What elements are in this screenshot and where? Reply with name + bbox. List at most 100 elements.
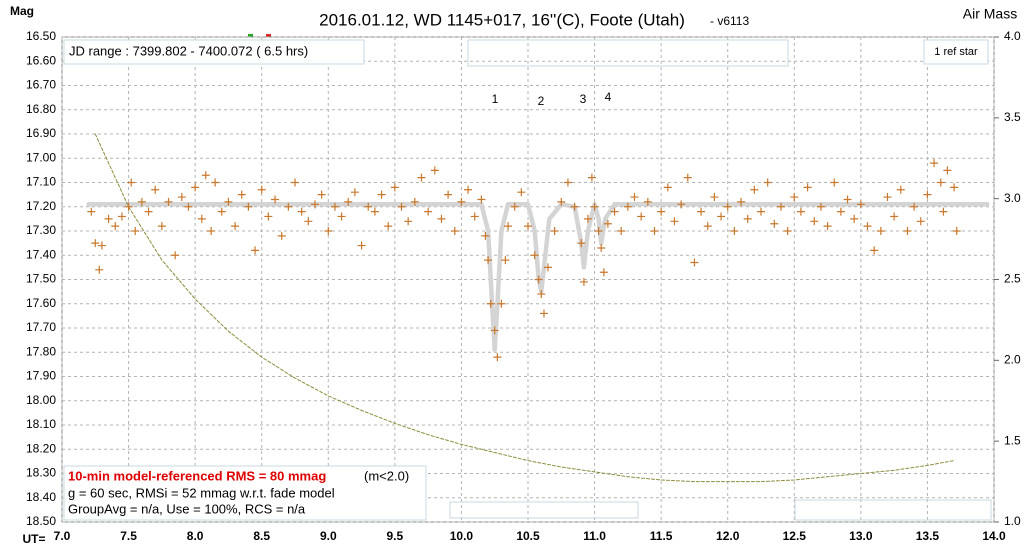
data-point	[730, 227, 739, 235]
data-point	[284, 202, 293, 211]
data-point	[450, 227, 459, 235]
x-tick-label: 7.5	[120, 529, 137, 543]
data-point	[856, 200, 865, 209]
data-point	[577, 239, 586, 248]
y-tick-label: 18.10	[26, 417, 56, 431]
y-tick-label: 17.60	[26, 296, 56, 310]
data-point	[370, 207, 379, 216]
data-point	[870, 246, 879, 255]
y-tick-label: 16.60	[26, 53, 56, 67]
x-tick-label: 7.0	[54, 529, 71, 543]
data-point	[790, 193, 799, 202]
x-tick-label: 12.0	[716, 529, 740, 543]
data-point	[587, 173, 596, 182]
data-point	[823, 222, 832, 231]
data-point	[703, 222, 712, 231]
data-point	[757, 207, 765, 216]
data-point	[637, 212, 646, 221]
data-point	[137, 197, 146, 206]
empty-box	[449, 501, 639, 519]
data-point	[95, 265, 104, 274]
data-point	[477, 195, 486, 204]
data-point	[597, 243, 606, 252]
data-point	[444, 190, 453, 199]
data-point	[151, 185, 160, 194]
data-point	[271, 195, 280, 204]
data-point	[583, 214, 592, 223]
data-point	[883, 193, 892, 202]
y-tick-label: 16.50	[26, 29, 56, 43]
data-point	[923, 190, 932, 199]
x-tick-label: 13.5	[916, 529, 940, 543]
data-point	[464, 185, 473, 194]
data-point	[623, 202, 632, 211]
data-point	[497, 299, 506, 308]
data-point	[539, 309, 548, 318]
data-point	[231, 222, 240, 231]
y-tick-label: 17.20	[26, 199, 56, 213]
data-point	[127, 178, 136, 187]
data-point	[863, 222, 872, 231]
y-tick-label: 18.20	[26, 441, 56, 455]
x-tick-label: 9.5	[387, 529, 404, 543]
data-point	[643, 197, 652, 206]
data-point	[950, 183, 959, 192]
y-tick-label: 17.00	[26, 150, 56, 164]
data-point	[594, 227, 603, 235]
info-text: JD range : 7399.802 - 7400.072 ( 6.5 hrs…	[69, 43, 308, 58]
data-point	[91, 239, 100, 248]
annotation: 2	[538, 94, 545, 108]
y-tick-label: 17.90	[26, 369, 56, 383]
data-point	[563, 178, 572, 187]
annotation: 4	[605, 90, 612, 104]
stats-rms: 10-min model-referenced RMS = 80 mmag	[68, 468, 326, 483]
data-point	[763, 178, 772, 187]
data-point	[251, 246, 260, 255]
stats-line: g = 60 sec, RMSi = 52 mmag w.r.t. fade m…	[68, 485, 335, 500]
annotation: 1	[492, 92, 499, 106]
data-point	[377, 190, 386, 199]
data-point	[770, 219, 779, 228]
data-point	[743, 214, 752, 223]
data-point	[657, 207, 666, 216]
data-point	[896, 185, 905, 194]
data-point	[776, 202, 785, 211]
data-point	[397, 202, 406, 211]
data-point	[404, 217, 413, 226]
data-point	[510, 202, 519, 211]
y2-tick-label: 3.5	[1004, 110, 1021, 124]
y-tick-label: 18.30	[26, 466, 56, 480]
plot-area: 16.50 16.60 16.70 16.80 16.90 17.00 17.10 17.20…	[26, 29, 1021, 543]
stats-box	[63, 465, 427, 521]
data-point	[164, 197, 173, 206]
data-point	[457, 197, 466, 206]
y-tick-label: 17.10	[26, 175, 56, 189]
data-point	[131, 227, 140, 235]
y2-axis-label: Air Mass	[963, 6, 1017, 22]
y2-tick-label: 1.0	[1004, 514, 1021, 528]
data-point	[207, 227, 216, 235]
data-point	[97, 241, 106, 250]
data-point	[410, 197, 419, 206]
data-point	[337, 212, 346, 221]
data-point	[344, 197, 353, 206]
data-point	[117, 212, 126, 221]
marker-red	[266, 34, 271, 38]
annotation: 3	[580, 92, 587, 106]
data-point	[683, 173, 692, 182]
data-point	[484, 256, 493, 265]
stats-note: (m<2.0)	[364, 468, 409, 483]
data-point	[803, 183, 812, 192]
x-tick-label: 10.0	[450, 529, 474, 543]
data-point	[490, 326, 499, 335]
data-point	[104, 214, 113, 223]
data-point	[590, 202, 599, 211]
data-point	[610, 207, 619, 216]
data-point	[111, 222, 120, 231]
data-point	[87, 207, 96, 216]
empty-box	[467, 39, 789, 67]
y-tick-label: 18.40	[26, 490, 56, 504]
data-point	[524, 222, 532, 231]
data-point	[723, 202, 732, 211]
data-point	[191, 183, 200, 192]
